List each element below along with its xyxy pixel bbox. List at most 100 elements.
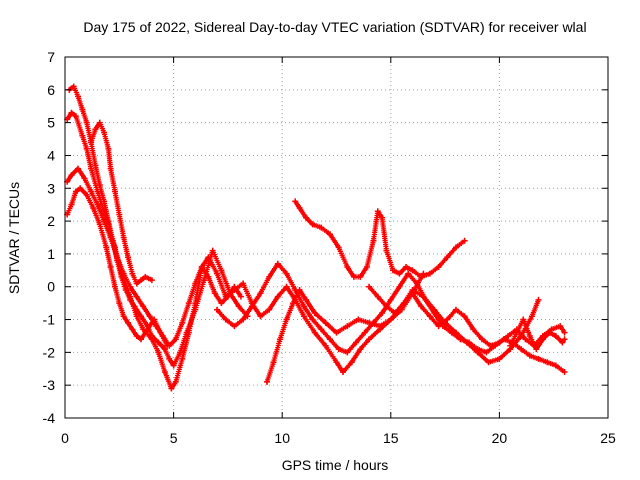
data-point	[177, 349, 184, 356]
data-point	[457, 336, 464, 343]
data-point	[240, 280, 247, 287]
data-point	[142, 273, 149, 280]
data-point	[396, 270, 403, 277]
data-point	[552, 332, 559, 339]
data-point	[107, 165, 114, 172]
data-point	[366, 283, 373, 290]
data-point	[144, 326, 151, 333]
plot-frame	[64, 56, 609, 419]
data-point	[231, 283, 238, 290]
data-point	[374, 293, 381, 300]
y-tick-label: 0	[47, 279, 55, 295]
data-point	[283, 270, 290, 277]
data-point	[214, 270, 221, 277]
x-tick-label: 15	[383, 430, 399, 446]
x-tick-label: 0	[61, 430, 69, 446]
data-point	[274, 293, 281, 300]
data-point	[111, 283, 118, 290]
y-tick-label: -1	[43, 312, 56, 328]
data-point	[257, 290, 264, 297]
data-point	[387, 296, 394, 303]
data-point	[133, 332, 140, 339]
data-point	[172, 336, 179, 343]
data-point	[300, 313, 307, 320]
data-point	[435, 264, 442, 271]
x-tick-label: 20	[492, 430, 508, 446]
data-point	[138, 336, 145, 343]
data-point	[552, 362, 559, 369]
data-point	[192, 280, 199, 287]
data-point	[335, 244, 342, 251]
data-point	[131, 303, 138, 310]
data-point	[266, 306, 273, 313]
data-point	[461, 237, 468, 244]
data-point	[522, 336, 529, 343]
data-point	[426, 270, 433, 277]
data-point	[561, 369, 568, 376]
data-point	[88, 165, 95, 172]
data-point	[124, 254, 131, 261]
data-point	[539, 336, 546, 343]
chart-title: Day 175 of 2022, Sidereal Day-to-day VTE…	[83, 19, 586, 35]
data-point	[376, 323, 383, 330]
y-tick-label: 3	[47, 180, 55, 196]
data-point	[426, 313, 433, 320]
data-point	[383, 247, 390, 254]
data-point	[479, 336, 486, 343]
data-point	[392, 309, 399, 316]
series-track-10	[507, 316, 568, 353]
grid-lines	[65, 57, 608, 418]
data-point	[101, 218, 108, 225]
data-point	[240, 316, 247, 323]
y-tick-label: -4	[43, 410, 56, 426]
x-tick-label: 10	[274, 430, 290, 446]
data-point	[155, 339, 162, 346]
data-point	[418, 303, 425, 310]
data-point	[400, 300, 407, 307]
y-tick-label: -2	[43, 344, 56, 360]
data-point	[561, 336, 568, 343]
data-point	[214, 306, 221, 313]
data-point	[485, 359, 492, 366]
data-point	[96, 221, 103, 228]
data-point	[357, 346, 364, 353]
data-point	[361, 329, 368, 336]
data-point	[218, 300, 225, 307]
x-axis-title: GPS time / hours	[282, 457, 389, 473]
data-point	[161, 346, 168, 353]
data-point	[124, 319, 131, 326]
series-track-4	[64, 185, 171, 349]
y-tick-label: 1	[47, 246, 55, 262]
data-point	[333, 329, 340, 336]
data-point	[79, 106, 86, 113]
data-point	[231, 323, 238, 330]
data-point	[452, 244, 459, 251]
data-point	[405, 270, 412, 277]
data-point	[140, 303, 147, 310]
data-point	[201, 277, 208, 284]
data-point	[520, 316, 527, 323]
data-point	[179, 319, 186, 326]
data-point	[505, 332, 512, 339]
data-point	[528, 313, 535, 320]
data-point	[222, 316, 229, 323]
data-point	[133, 280, 140, 287]
data-point	[448, 329, 455, 336]
data-point	[94, 201, 101, 208]
data-point	[88, 188, 95, 195]
data-point	[75, 165, 82, 172]
data-point	[107, 234, 114, 241]
data-point	[211, 290, 218, 297]
data-point	[148, 277, 155, 284]
data-point	[101, 198, 108, 205]
data-point	[138, 313, 145, 320]
data-point	[461, 313, 468, 320]
axis-ticks	[64, 56, 609, 419]
data-point	[350, 273, 357, 280]
data-point	[311, 329, 318, 336]
data-point	[422, 296, 429, 303]
y-tick-label: 7	[47, 49, 55, 65]
data-point	[198, 264, 205, 271]
data-point	[526, 352, 533, 359]
data-point	[366, 336, 373, 343]
